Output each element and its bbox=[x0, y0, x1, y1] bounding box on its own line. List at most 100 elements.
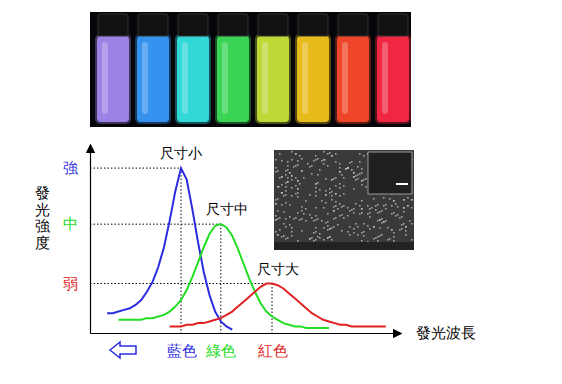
vial-cap bbox=[98, 14, 128, 36]
sem-speck bbox=[377, 240, 379, 242]
sem-speck bbox=[289, 216, 291, 218]
sem-speck bbox=[295, 153, 297, 155]
sem-speck bbox=[391, 205, 393, 207]
guide-lines bbox=[90, 168, 272, 333]
sem-speck bbox=[281, 204, 283, 206]
sem-speck bbox=[333, 210, 335, 212]
sem-speck bbox=[381, 222, 383, 224]
series-label: 尺寸小 bbox=[160, 145, 202, 161]
sem-speck bbox=[377, 220, 379, 222]
sem-speck bbox=[331, 199, 333, 201]
sem-speck bbox=[291, 179, 293, 181]
sem-speck bbox=[347, 231, 349, 233]
sem-speck bbox=[347, 167, 349, 169]
sem-speck bbox=[377, 212, 379, 214]
sem-speck bbox=[367, 225, 369, 227]
sem-speck bbox=[393, 236, 395, 238]
sem-speck bbox=[389, 198, 391, 200]
vial-glow bbox=[135, 34, 171, 124]
sem-speck bbox=[315, 227, 317, 229]
sem-speck bbox=[399, 229, 401, 231]
sem-speck bbox=[291, 175, 293, 177]
sem-speck bbox=[327, 237, 329, 239]
sem-speck bbox=[365, 178, 367, 180]
sem-speck bbox=[291, 151, 293, 153]
sem-speck bbox=[291, 195, 293, 197]
sem-speck bbox=[403, 211, 405, 213]
x-guide-line bbox=[220, 224, 221, 333]
sem-speck bbox=[315, 183, 317, 185]
sem-speck bbox=[315, 207, 317, 209]
sem-scale-bar bbox=[396, 183, 408, 185]
sem-speck bbox=[319, 237, 321, 239]
sem-speck bbox=[389, 238, 391, 240]
sem-speck bbox=[373, 198, 375, 200]
sem-speck bbox=[407, 205, 409, 207]
spectrum-line bbox=[107, 168, 232, 330]
sem-speck bbox=[357, 226, 359, 228]
vial-body bbox=[97, 36, 129, 122]
sem-speck bbox=[339, 195, 341, 197]
sem-speck bbox=[297, 240, 299, 242]
sem-speck bbox=[319, 169, 321, 171]
sem-speck bbox=[353, 172, 355, 174]
sem-speck bbox=[327, 213, 329, 215]
sem-speck bbox=[303, 213, 305, 215]
sem-speck bbox=[405, 230, 407, 232]
sem-speck bbox=[361, 208, 363, 210]
x-tick: 紅色 bbox=[258, 333, 288, 360]
sem-speck bbox=[319, 233, 321, 235]
sem-speck bbox=[329, 192, 331, 194]
sem-speck bbox=[375, 205, 377, 207]
sem-speck bbox=[343, 205, 345, 207]
sem-speck bbox=[291, 231, 293, 233]
sem-speck bbox=[278, 186, 280, 188]
sem-speck bbox=[327, 237, 329, 239]
sem-speck bbox=[297, 192, 299, 194]
sem-speck bbox=[291, 175, 293, 177]
sem-speck bbox=[283, 235, 285, 237]
sem-speck bbox=[353, 176, 355, 178]
sem-speck bbox=[339, 183, 341, 185]
sem-speck bbox=[305, 208, 307, 210]
sem-speck bbox=[339, 215, 341, 217]
vial-highlight bbox=[222, 42, 228, 114]
x-axis-title: 發光波長 bbox=[416, 324, 476, 342]
sem-speck bbox=[309, 194, 311, 196]
sem-speck bbox=[407, 205, 409, 207]
sem-speck bbox=[391, 229, 393, 231]
sem-speck bbox=[277, 210, 279, 212]
sem-speck bbox=[285, 226, 287, 228]
sem-speck bbox=[301, 230, 303, 232]
sem-speck bbox=[295, 193, 297, 195]
chart-svg: 藍色綠色紅色強中弱發光波長發光強度尺寸小尺寸中尺寸大 bbox=[0, 0, 562, 384]
sem-speck bbox=[359, 173, 361, 175]
sem-speck bbox=[275, 171, 277, 173]
sem-speck bbox=[363, 155, 365, 157]
sem-speck bbox=[381, 218, 383, 220]
sem-speck bbox=[285, 174, 287, 176]
y-tick: 強 bbox=[63, 159, 90, 177]
sem-inset bbox=[274, 150, 414, 250]
sem-speck bbox=[339, 171, 341, 173]
sem-speck bbox=[301, 218, 303, 220]
sem-speck bbox=[367, 205, 369, 207]
sem-speck bbox=[351, 209, 353, 211]
plot-area bbox=[107, 168, 386, 330]
vial-glow bbox=[335, 34, 371, 124]
sem-speck bbox=[327, 225, 329, 227]
sem-speck bbox=[361, 232, 363, 234]
sem-speck bbox=[311, 237, 313, 239]
sem-speck bbox=[283, 195, 285, 197]
sem-speck bbox=[323, 151, 325, 153]
vial-photo bbox=[90, 12, 411, 127]
sem-speck bbox=[317, 182, 319, 184]
sem-speck bbox=[275, 215, 277, 217]
sem-speck bbox=[333, 206, 335, 208]
sem-speck bbox=[347, 167, 349, 169]
sem-speck bbox=[335, 193, 337, 195]
sem-speck bbox=[325, 178, 327, 180]
sem-speck bbox=[395, 215, 397, 217]
spectrum-line bbox=[118, 224, 328, 328]
sem-speck bbox=[403, 207, 405, 209]
